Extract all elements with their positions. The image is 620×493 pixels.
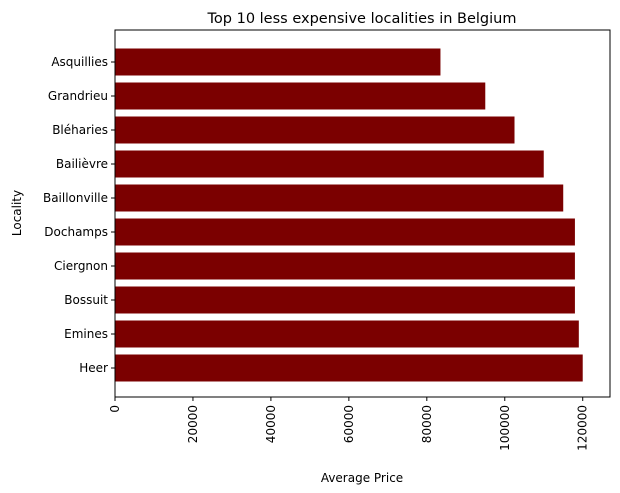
y-tick-label: Bailièvre [56,157,108,171]
x-ticks: 0 20000 40000 60000 80000 100000 120000 [108,397,590,451]
plot-frame [114,29,611,398]
bar-heer [115,354,583,382]
bar-baillonville [115,184,564,212]
y-ticks [111,61,115,369]
y-tick-label: Bléharies [52,123,108,137]
x-tick-label: 20000 [186,405,200,443]
bar-bléharies [115,116,515,144]
bar-ciergnon [115,252,575,280]
x-tick-label: 40000 [264,405,278,443]
bar-emines [115,320,579,348]
y-tick-label: Heer [79,361,108,375]
bar-asquillies [115,48,441,76]
y-axis-label: Locality [10,190,24,236]
y-tick-labels: Asquillies Grandrieu Bléharies Bailièvre Bai… [43,55,108,375]
x-tick-label: 120000 [576,405,590,451]
x-tick-label: 60000 [342,405,356,443]
y-tick-label: Ciergnon [54,259,108,273]
bars-group [115,48,583,382]
bar-grandrieu [115,82,486,110]
x-tick-label: 100000 [498,405,512,451]
bar-bailièvre [115,150,544,178]
chart-title: Top 10 less expensive localities in Belg… [207,11,517,27]
y-tick-label: Bossuit [64,293,108,307]
y-tick-label: Baillonville [43,191,108,205]
x-tick-label: 80000 [420,405,434,443]
bar-dochamps [115,218,575,246]
x-tick-label: 0 [108,405,122,413]
y-tick-label: Asquillies [51,55,108,69]
bar-bossuit [115,286,575,314]
y-tick-label: Grandrieu [48,89,108,103]
y-tick-label: Dochamps [44,225,108,239]
y-tick-label: Emines [64,327,108,341]
x-axis-label: Average Price [321,471,403,485]
